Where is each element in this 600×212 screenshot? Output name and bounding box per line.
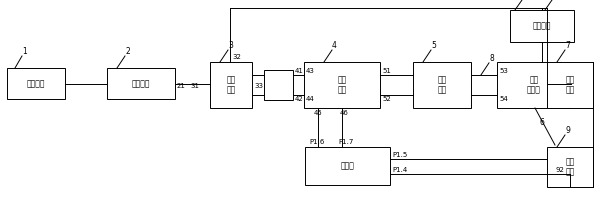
Bar	[547, 62, 593, 108]
Text: 41: 41	[295, 68, 304, 74]
Text: 6: 6	[540, 118, 545, 127]
Text: 功率
放大: 功率 放大	[437, 75, 446, 95]
Text: 信号
调制: 信号 调制	[337, 75, 347, 95]
Text: 稳压电路: 稳压电路	[132, 79, 150, 88]
Text: 92: 92	[556, 167, 565, 173]
Text: 45: 45	[314, 110, 322, 116]
Text: 1: 1	[22, 47, 27, 56]
Bar	[107, 68, 175, 99]
Text: 52: 52	[382, 96, 391, 102]
Text: 44: 44	[306, 96, 315, 102]
Text: 9: 9	[565, 126, 570, 135]
Text: 升压
变压器: 升压 变压器	[527, 75, 541, 95]
Text: P1.5: P1.5	[392, 152, 407, 158]
Bar	[413, 62, 471, 108]
Bar	[497, 62, 571, 108]
Text: 43: 43	[306, 68, 315, 74]
Text: 2: 2	[125, 47, 130, 56]
Text: 51: 51	[382, 68, 391, 74]
Text: P1.4: P1.4	[392, 167, 407, 173]
Text: P1.6: P1.6	[310, 139, 325, 145]
Bar	[7, 68, 65, 99]
Text: 53: 53	[499, 68, 508, 74]
Text: 蓄电池组: 蓄电池组	[27, 79, 45, 88]
Text: 21: 21	[177, 82, 186, 88]
Text: P1.7: P1.7	[338, 139, 353, 145]
Text: 输出
整流: 输出 整流	[565, 75, 575, 95]
Text: 46: 46	[340, 110, 349, 116]
Bar	[304, 62, 380, 108]
Text: 54: 54	[499, 96, 508, 102]
Text: 信号
滤器: 信号 滤器	[226, 75, 236, 95]
Bar	[264, 70, 293, 100]
Text: 5: 5	[431, 41, 436, 50]
Text: 电流
采样: 电流 采样	[565, 157, 575, 177]
Text: 7: 7	[565, 41, 570, 50]
Bar	[510, 10, 574, 42]
Text: 8: 8	[489, 54, 494, 63]
Text: 32: 32	[232, 54, 241, 60]
Bar	[210, 62, 252, 108]
Text: 单片机: 单片机	[341, 162, 355, 170]
Text: 33: 33	[254, 82, 263, 88]
Text: 4: 4	[332, 41, 337, 50]
Text: 31: 31	[190, 82, 199, 88]
Text: 高压采样: 高压采样	[533, 21, 551, 31]
Bar	[547, 147, 593, 187]
Bar	[305, 147, 390, 185]
Text: 3: 3	[228, 41, 233, 50]
Text: 42: 42	[295, 96, 304, 102]
